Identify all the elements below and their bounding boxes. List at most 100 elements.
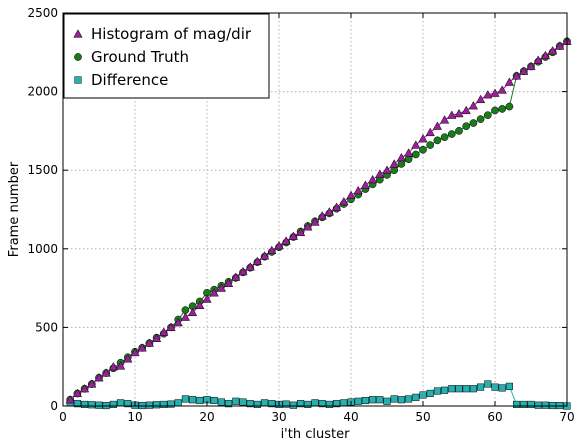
data-point	[454, 108, 464, 118]
data-point	[295, 227, 306, 236]
plot-series	[65, 36, 572, 410]
data-point	[476, 115, 485, 123]
data-point	[412, 393, 420, 401]
data-point	[81, 400, 89, 408]
x-tick-label: 50	[415, 410, 430, 424]
x-tick-label: 70	[559, 410, 574, 424]
legend-marker	[73, 29, 83, 38]
data-point	[361, 396, 369, 405]
data-point	[209, 288, 219, 297]
data-point	[153, 401, 161, 409]
y-axis-title: Frame number	[7, 161, 22, 257]
data-point	[303, 222, 313, 231]
x-tick-label: 60	[487, 410, 502, 424]
data-point	[117, 399, 125, 407]
data-point	[317, 211, 327, 220]
data-point	[483, 90, 493, 99]
x-tick-label: 20	[199, 410, 214, 424]
data-point	[259, 251, 270, 260]
data-point	[137, 343, 147, 352]
data-point	[441, 386, 449, 394]
data-point	[151, 333, 162, 343]
data-point	[475, 94, 486, 104]
data-point	[311, 399, 319, 407]
data-point	[477, 383, 485, 391]
data-point	[331, 202, 342, 211]
data-point	[252, 256, 263, 265]
data-point	[181, 395, 189, 403]
data-point	[88, 401, 96, 409]
data-point	[511, 71, 522, 80]
data-point	[354, 397, 362, 405]
data-point	[520, 400, 528, 408]
data-point	[397, 396, 405, 404]
data-point	[505, 382, 513, 390]
y-tick-label: 500	[35, 320, 58, 334]
legend-item: Difference	[74, 71, 168, 89]
data-point	[491, 106, 499, 115]
data-point	[382, 165, 392, 174]
y-tick-label: 1500	[27, 163, 58, 177]
data-point	[72, 388, 83, 398]
data-point	[497, 85, 507, 94]
data-point	[461, 105, 471, 115]
series-line	[70, 383, 568, 407]
data-point	[432, 121, 443, 130]
data-point	[95, 401, 103, 409]
data-point	[468, 101, 479, 110]
data-point	[418, 134, 428, 143]
data-point	[225, 400, 233, 408]
data-point	[389, 159, 399, 168]
data-point	[210, 396, 218, 405]
data-point	[238, 266, 248, 276]
data-point	[202, 294, 212, 303]
data-point	[540, 50, 551, 60]
data-point	[405, 395, 413, 403]
data-point	[547, 46, 558, 55]
data-point	[440, 133, 449, 142]
data-point	[196, 396, 204, 405]
data-point	[268, 400, 276, 408]
data-point	[253, 400, 261, 408]
legend-label: Histogram of mag/dir	[91, 25, 252, 43]
data-point	[498, 105, 507, 113]
y-tick-label: 2000	[27, 85, 58, 99]
data-point	[145, 401, 153, 409]
data-point	[360, 180, 371, 189]
data-point	[483, 111, 492, 120]
data-point	[115, 361, 126, 370]
data-point	[462, 122, 471, 131]
data-point	[130, 347, 140, 357]
data-point	[411, 150, 420, 159]
data-point	[65, 394, 75, 404]
data-point	[498, 384, 506, 392]
data-point	[109, 400, 117, 408]
data-point	[490, 88, 500, 97]
data-point	[325, 400, 333, 408]
data-point	[167, 400, 175, 408]
data-point	[491, 383, 499, 391]
data-point	[173, 317, 183, 327]
legend-marker	[74, 53, 82, 61]
data-point	[455, 385, 463, 393]
data-point	[505, 102, 514, 111]
data-point	[124, 400, 132, 408]
data-point	[232, 397, 240, 405]
data-point	[433, 136, 442, 145]
data-point	[180, 312, 191, 321]
legend-box	[63, 13, 270, 99]
data-point	[339, 196, 349, 206]
data-point	[484, 380, 492, 388]
data-point	[123, 354, 133, 363]
data-point	[419, 391, 427, 399]
data-point	[223, 278, 234, 287]
data-point	[367, 174, 378, 184]
data-point	[390, 166, 399, 175]
data-point	[469, 385, 477, 393]
data-point	[519, 66, 529, 75]
data-point	[534, 401, 542, 409]
data-point	[376, 396, 384, 404]
data-point	[469, 119, 478, 127]
legend-label: Ground Truth	[91, 48, 189, 66]
